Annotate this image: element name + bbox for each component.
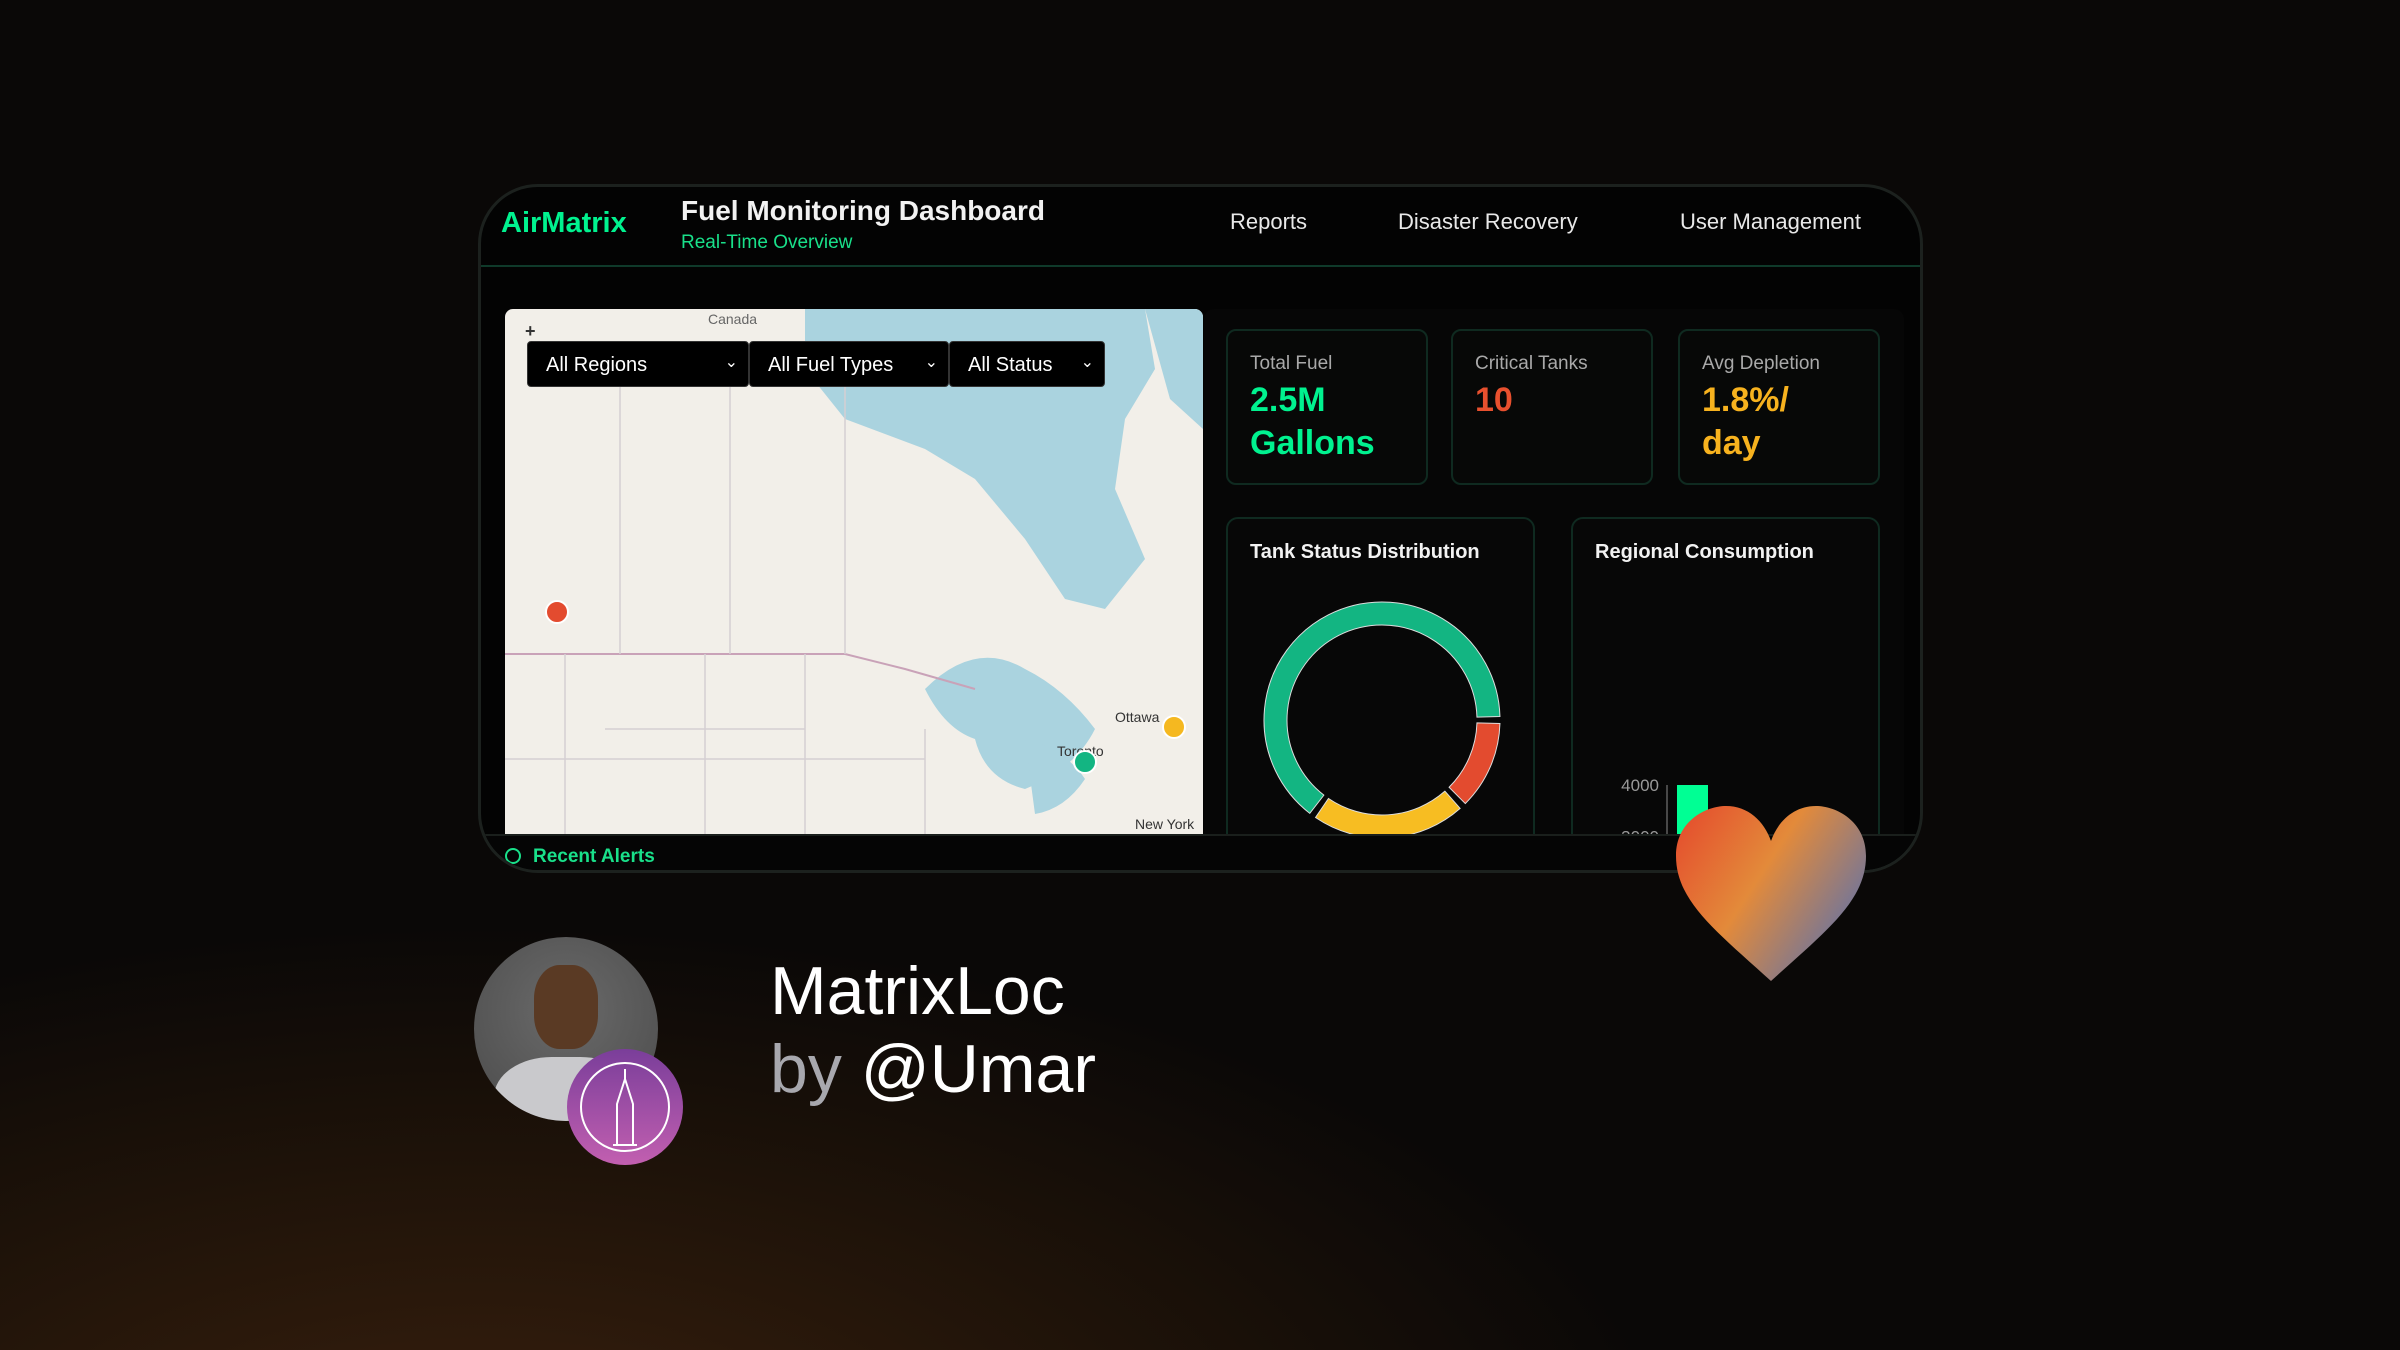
page-subtitle: Real-Time Overview xyxy=(681,232,853,253)
map-label-canada: Canada xyxy=(708,311,758,327)
nav-user-management[interactable]: User Management xyxy=(1680,209,1861,234)
regional-consumption-card: Regional Consumption 01000200030004000Mi… xyxy=(1571,517,1880,857)
map-marker-warning[interactable] xyxy=(1162,715,1186,739)
avatar-face xyxy=(534,965,598,1049)
tower-badge-icon xyxy=(567,1049,683,1165)
by-label: by xyxy=(770,1031,842,1107)
y-tick-label: 4000 xyxy=(1621,776,1659,795)
kpi-label: Avg Depletion xyxy=(1702,353,1820,374)
region-select[interactable]: All Regions ⌄ xyxy=(527,341,749,387)
donut-slice-0[interactable] xyxy=(1263,601,1501,815)
donut-slice-2[interactable] xyxy=(1314,790,1461,839)
dashboard-window: AirMatrix Fuel Monitoring Dashboard Real… xyxy=(478,184,1923,873)
nav-reports[interactable]: Reports xyxy=(1230,209,1308,234)
chevron-down-icon: ⌄ xyxy=(924,354,938,371)
page-title: Fuel Monitoring Dashboard xyxy=(681,195,1045,226)
kpi-label: Critical Tanks xyxy=(1475,353,1588,374)
kpi-total-fuel: Total Fuel 2.5M Gallons xyxy=(1226,329,1428,485)
map-marker-critical[interactable] xyxy=(545,600,569,624)
status-select-value: All Status xyxy=(968,354,1053,376)
kpi-label: Total Fuel xyxy=(1250,353,1333,374)
status-select[interactable]: All Status ⌄ xyxy=(949,341,1105,387)
tank-status-card: Tank Status Distribution xyxy=(1226,517,1535,857)
kpi-value: 10 xyxy=(1475,381,1513,419)
map-label-new-york: New York xyxy=(1135,816,1195,832)
map-label-ottawa: Ottawa xyxy=(1115,709,1160,725)
recent-alerts-title[interactable]: Recent Alerts xyxy=(533,846,655,867)
chart-title: Tank Status Distribution xyxy=(1250,541,1480,563)
donut-slice-1[interactable] xyxy=(1448,722,1501,805)
chevron-down-icon: ⌄ xyxy=(1080,354,1094,371)
chart-title: Regional Consumption xyxy=(1595,541,1814,563)
nav-disaster-recovery[interactable]: Disaster Recovery xyxy=(1398,209,1578,234)
bell-icon xyxy=(505,848,521,864)
region-select-value: All Regions xyxy=(546,354,648,376)
y-tick-label: 3000 xyxy=(1621,827,1659,839)
kpi-value: 1.8%/ day xyxy=(1702,381,1789,462)
bar-chart: 01000200030004000MidwestWest xyxy=(1621,776,1748,839)
map-marker-ok[interactable] xyxy=(1073,750,1097,774)
project-name: MatrixLoc xyxy=(770,953,1065,1029)
kpi-avg-depletion: Avg Depletion 1.8%/ day xyxy=(1678,329,1880,485)
kpi-value: 2.5M Gallons xyxy=(1250,381,1375,462)
donut-chart xyxy=(1263,601,1501,839)
chevron-down-icon: ⌄ xyxy=(724,354,738,371)
author-line: by @Umar xyxy=(770,1030,1096,1108)
author-handle[interactable]: @Umar xyxy=(860,1031,1096,1107)
fuel-type-select-value: All Fuel Types xyxy=(768,354,894,376)
header: AirMatrix Fuel Monitoring Dashboard Real… xyxy=(481,187,1920,267)
logo[interactable]: AirMatrix xyxy=(501,207,627,239)
kpi-critical-tanks: Critical Tanks 10 xyxy=(1451,329,1653,485)
map[interactable]: + All Regions ⌄ All Fuel Types ⌄ All Statu… xyxy=(505,309,1203,834)
zoom-in-button[interactable]: + xyxy=(525,321,536,341)
heart-icon xyxy=(1676,806,1866,981)
fuel-type-select[interactable]: All Fuel Types ⌄ xyxy=(749,341,949,387)
